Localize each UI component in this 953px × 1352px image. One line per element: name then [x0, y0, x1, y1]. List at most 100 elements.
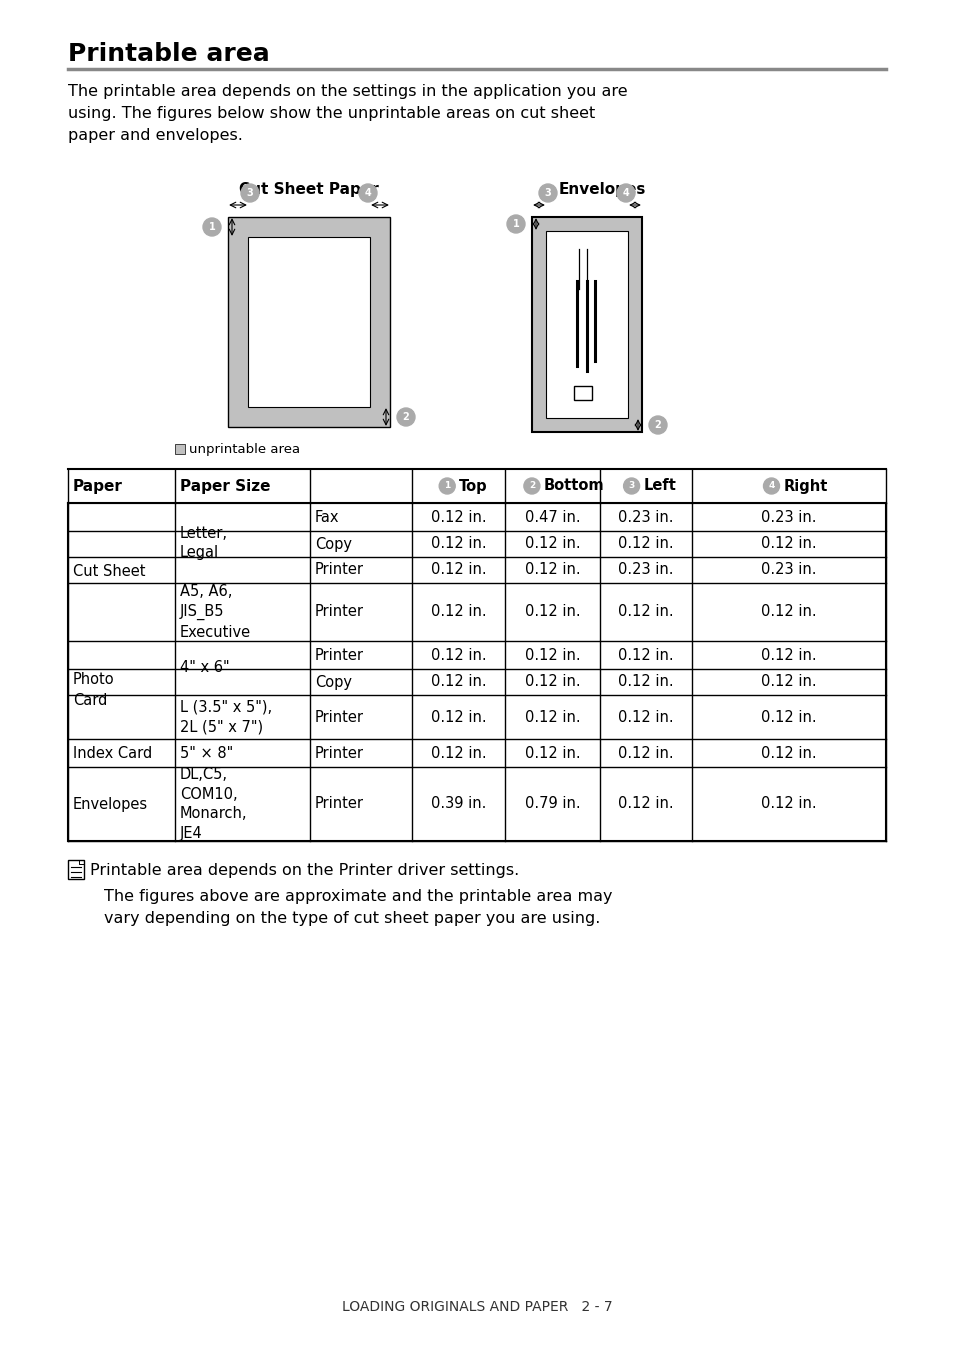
Bar — [68, 469, 885, 503]
Circle shape — [241, 184, 258, 201]
Text: Printer: Printer — [314, 796, 364, 811]
Text: 0.12 in.: 0.12 in. — [760, 604, 816, 619]
Text: 0.12 in.: 0.12 in. — [760, 796, 816, 811]
Text: 4: 4 — [364, 188, 371, 197]
Text: 2: 2 — [654, 420, 660, 430]
Text: Index Card: Index Card — [73, 745, 152, 760]
Text: 0.23 in.: 0.23 in. — [760, 562, 816, 577]
Text: 1: 1 — [209, 222, 215, 233]
Text: 0.12 in.: 0.12 in. — [760, 745, 816, 760]
Text: paper and envelopes.: paper and envelopes. — [68, 128, 243, 143]
Text: Top: Top — [458, 479, 487, 493]
Text: 0.12 in.: 0.12 in. — [618, 710, 673, 725]
Text: 0.23 in.: 0.23 in. — [760, 510, 816, 525]
Text: 0.12 in.: 0.12 in. — [618, 675, 673, 690]
Text: Copy: Copy — [314, 537, 352, 552]
Text: 0.12 in.: 0.12 in. — [760, 648, 816, 662]
Text: 0.12 in.: 0.12 in. — [618, 537, 673, 552]
Circle shape — [396, 408, 415, 426]
Text: 0.12 in.: 0.12 in. — [430, 604, 486, 619]
Text: 0.12 in.: 0.12 in. — [524, 562, 579, 577]
Text: The figures above are approximate and the printable area may
vary depending on t: The figures above are approximate and th… — [104, 890, 612, 926]
Text: Copy: Copy — [314, 675, 352, 690]
Text: 0.12 in.: 0.12 in. — [430, 562, 486, 577]
Text: LOADING ORIGINALS AND PAPER   2 - 7: LOADING ORIGINALS AND PAPER 2 - 7 — [341, 1301, 612, 1314]
Circle shape — [762, 479, 779, 493]
Text: Paper Size: Paper Size — [180, 479, 271, 493]
Circle shape — [648, 416, 666, 434]
Text: Right: Right — [782, 479, 827, 493]
Text: 0.12 in.: 0.12 in. — [524, 537, 579, 552]
Text: 0.12 in.: 0.12 in. — [524, 675, 579, 690]
Text: 3: 3 — [628, 481, 634, 491]
Circle shape — [538, 184, 557, 201]
Text: Cut Sheet: Cut Sheet — [73, 565, 146, 580]
Text: 0.47 in.: 0.47 in. — [524, 510, 579, 525]
Text: 0.79 in.: 0.79 in. — [524, 796, 579, 811]
Text: Cut Sheet Paper: Cut Sheet Paper — [239, 183, 378, 197]
Text: 0.12 in.: 0.12 in. — [760, 710, 816, 725]
Text: Printer: Printer — [314, 710, 364, 725]
Bar — [248, 237, 370, 407]
Text: Paper: Paper — [73, 479, 123, 493]
Text: 4: 4 — [767, 481, 774, 491]
Text: using. The figures below show the unprintable areas on cut sheet: using. The figures below show the unprin… — [68, 105, 595, 120]
Text: 3: 3 — [247, 188, 253, 197]
Text: 2: 2 — [402, 412, 409, 422]
Text: 0.12 in.: 0.12 in. — [618, 745, 673, 760]
Text: 0.12 in.: 0.12 in. — [430, 675, 486, 690]
Circle shape — [506, 215, 524, 233]
Circle shape — [617, 184, 635, 201]
Text: The printable area depends on the settings in the application you are: The printable area depends on the settin… — [68, 84, 627, 99]
Text: 0.12 in.: 0.12 in. — [618, 604, 673, 619]
Text: L (3.5" x 5"),
2L (5" x 7"): L (3.5" x 5"), 2L (5" x 7") — [180, 699, 272, 734]
Text: Letter,
Legal: Letter, Legal — [180, 526, 228, 560]
Bar — [574, 387, 592, 400]
Bar — [228, 218, 390, 427]
Text: 0.12 in.: 0.12 in. — [430, 710, 486, 725]
Text: Left: Left — [643, 479, 676, 493]
Text: 1: 1 — [512, 219, 518, 228]
Text: Printable area depends on the Printer driver settings.: Printable area depends on the Printer dr… — [90, 863, 518, 877]
Text: Printer: Printer — [314, 648, 364, 662]
Text: Printer: Printer — [314, 745, 364, 760]
Text: 3: 3 — [544, 188, 551, 197]
Text: 0.39 in.: 0.39 in. — [431, 796, 486, 811]
Text: 4" x 6": 4" x 6" — [180, 661, 230, 676]
Bar — [545, 231, 627, 418]
Text: Photo
Card: Photo Card — [73, 672, 114, 708]
Text: 0.23 in.: 0.23 in. — [618, 510, 673, 525]
Text: 5" × 8": 5" × 8" — [180, 745, 233, 760]
Text: unprintable area: unprintable area — [189, 442, 300, 456]
Text: 0.12 in.: 0.12 in. — [524, 745, 579, 760]
Text: 0.12 in.: 0.12 in. — [760, 537, 816, 552]
Text: Printer: Printer — [314, 562, 364, 577]
Bar — [532, 218, 641, 433]
Text: 0.12 in.: 0.12 in. — [430, 745, 486, 760]
Text: 2: 2 — [528, 481, 535, 491]
Text: 0.12 in.: 0.12 in. — [430, 537, 486, 552]
Text: Printer: Printer — [314, 604, 364, 619]
Circle shape — [523, 479, 539, 493]
Text: Fax: Fax — [314, 510, 339, 525]
Text: Printable area: Printable area — [68, 42, 270, 66]
Bar — [68, 503, 885, 841]
Text: 0.12 in.: 0.12 in. — [618, 648, 673, 662]
Circle shape — [438, 479, 455, 493]
Text: 4: 4 — [622, 188, 629, 197]
Text: Bottom: Bottom — [543, 479, 604, 493]
Circle shape — [623, 479, 639, 493]
Text: 0.12 in.: 0.12 in. — [618, 796, 673, 811]
Circle shape — [358, 184, 376, 201]
Bar — [174, 443, 185, 454]
Text: 0.12 in.: 0.12 in. — [430, 648, 486, 662]
Text: 0.12 in.: 0.12 in. — [524, 710, 579, 725]
Text: 1: 1 — [443, 481, 450, 491]
Text: A5, A6,
JIS_B5
Executive: A5, A6, JIS_B5 Executive — [180, 584, 251, 639]
Text: Envelopes: Envelopes — [73, 796, 148, 811]
Text: 0.12 in.: 0.12 in. — [760, 675, 816, 690]
Text: 0.23 in.: 0.23 in. — [618, 562, 673, 577]
Text: 0.12 in.: 0.12 in. — [524, 648, 579, 662]
Text: DL,C5,
COM10,
Monarch,
JE4: DL,C5, COM10, Monarch, JE4 — [180, 767, 247, 841]
Text: 0.12 in.: 0.12 in. — [524, 604, 579, 619]
